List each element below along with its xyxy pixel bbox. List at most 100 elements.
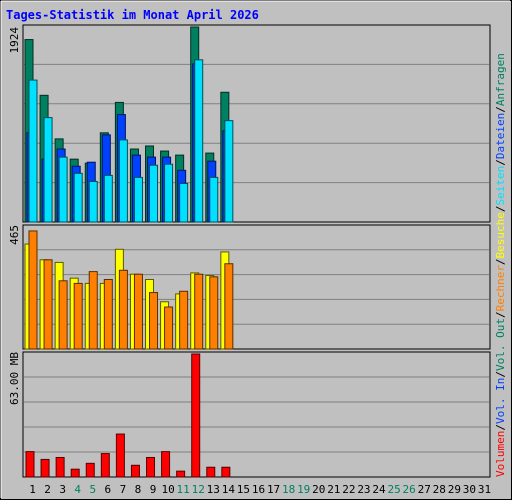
bar-rechner-day-9: [149, 292, 159, 350]
legend-separator: /: [494, 106, 507, 113]
panel-volume: [22, 351, 491, 478]
bar-volumen-day-4: [70, 468, 80, 478]
bar-dateien-day-7: [118, 139, 128, 223]
panel-visits-ymax-label: 465: [8, 225, 21, 245]
legend-separator: /: [494, 311, 507, 318]
bar-rechner-day-5: [88, 271, 98, 350]
bar-dateien-day-11: [179, 182, 189, 223]
panel-volume-plot-area: [22, 351, 491, 478]
bar-dateien-day-2: [43, 117, 53, 223]
x-tick-label-4: 4: [74, 483, 81, 496]
bar-volumen-day-12: [191, 353, 201, 478]
bar-rechner-day-13: [209, 276, 219, 350]
legend-separator: /: [494, 205, 507, 212]
bar-dateien-day-3: [58, 156, 68, 223]
x-tick-label-13: 13: [207, 483, 220, 496]
x-tick-label-23: 23: [357, 483, 370, 496]
x-tick-label-28: 28: [433, 483, 446, 496]
bar-volumen-day-14: [221, 466, 231, 478]
x-tick-label-18: 18: [282, 483, 295, 496]
legend-separator: /: [494, 371, 507, 378]
legend-text: Volumen/Vol. In/Vol. Out/Rechner/Besuche…: [494, 53, 507, 477]
legend-separator: /: [494, 424, 507, 431]
bar-dateien-day-8: [133, 176, 143, 223]
bar-dateien-day-1: [28, 79, 38, 223]
bar-volumen-day-5: [85, 462, 95, 478]
bar-dateien-day-5: [88, 180, 98, 223]
bar-volumen-day-7: [115, 433, 125, 478]
bar-volumen-day-10: [161, 451, 171, 478]
bar-rechner-day-3: [58, 280, 68, 350]
bar-volumen-day-6: [100, 453, 110, 478]
x-tick-label-3: 3: [59, 483, 66, 496]
panel-requests: [22, 24, 491, 223]
x-tick-label-8: 8: [135, 483, 142, 496]
legend-item-besuche: Besuche: [494, 212, 507, 258]
x-tick-label-29: 29: [448, 483, 461, 496]
legend-item-anfragen: Anfragen: [494, 53, 507, 106]
panel-visits: [22, 224, 491, 350]
x-tick-label-27: 27: [418, 483, 431, 496]
legend-item-dateien: Dateien: [494, 113, 507, 159]
legend-item-rechner: Rechner: [494, 265, 507, 312]
bar-rechner-day-6: [103, 278, 113, 350]
x-tick-label-2: 2: [44, 483, 51, 496]
bar-volumen-day-1: [25, 451, 35, 478]
bar-rechner-day-12: [194, 273, 204, 350]
bar-rechner-day-7: [118, 269, 128, 350]
panel-requests-ymax-label: 1924: [8, 27, 21, 54]
legend-separator: /: [494, 159, 507, 166]
x-tick-label-19: 19: [297, 483, 310, 496]
bar-volumen-day-2: [40, 458, 50, 478]
x-tick-label-9: 9: [150, 483, 157, 496]
bar-rechner-day-4: [73, 282, 83, 350]
bar-volumen-day-11: [176, 470, 186, 478]
x-axis-tick-labels: 1 2 3 4 5 6 7 8 9 10 11 12 13 14 15 16 17 18 19 20 21 22 23 24 2…: [29, 483, 491, 496]
bar-rechner-day-1: [28, 230, 38, 350]
x-tick-label-21: 21: [327, 483, 340, 496]
x-tick-label-20: 20: [312, 483, 325, 496]
bar-dateien-day-10: [164, 163, 174, 223]
bar-dateien-day-9: [149, 164, 159, 223]
legend-item-vol-in: Vol. In: [494, 378, 507, 424]
x-tick-label-12: 12: [192, 483, 205, 496]
x-tick-label-22: 22: [342, 483, 355, 496]
bar-rechner-day-2: [43, 259, 53, 350]
chart-title: Tages-Statistik im Monat April 2026: [6, 8, 259, 22]
bar-rechner-day-10: [164, 306, 174, 350]
bar-rechner-day-11: [179, 290, 189, 350]
x-tick-label-6: 6: [105, 483, 112, 496]
bar-rechner-day-14: [224, 263, 234, 350]
bar-dateien-day-12: [194, 59, 204, 223]
bar-dateien-day-13: [209, 176, 219, 223]
bar-dateien-day-4: [73, 172, 83, 223]
x-tick-label-5: 5: [89, 483, 96, 496]
x-tick-label-31: 31: [478, 483, 491, 496]
bar-volumen-day-3: [55, 456, 65, 478]
legend-item-volumen: Volumen: [494, 431, 507, 477]
bar-dateien-day-6: [103, 174, 113, 223]
right-legends: Volumen/Vol. In/Vol. Out/Rechner/Besuche…: [494, 53, 507, 477]
panel-volume-ymax-label: 63.00 MB: [8, 352, 21, 405]
x-tick-label-26: 26: [403, 483, 416, 496]
x-tick-label-1: 1: [29, 483, 36, 496]
x-tick-label-15: 15: [237, 483, 250, 496]
x-tick-label-25: 25: [387, 483, 400, 496]
x-tick-label-16: 16: [252, 483, 265, 496]
x-tick-label-11: 11: [177, 483, 190, 496]
bar-rechner-day-8: [133, 273, 143, 350]
x-tick-label-14: 14: [222, 483, 236, 496]
x-tick-label-7: 7: [120, 483, 127, 496]
legend-item-seiten: Seiten: [494, 166, 507, 206]
x-tick-label-24: 24: [372, 483, 386, 496]
bar-volumen-day-8: [130, 464, 140, 478]
x-tick-label-17: 17: [267, 483, 280, 496]
x-tick-label-10: 10: [161, 483, 174, 496]
bar-volumen-day-9: [146, 456, 156, 478]
legend-item-vol-out: Vol. Out: [494, 318, 507, 371]
bar-volumen-day-13: [206, 466, 216, 478]
legend-separator: /: [494, 258, 507, 265]
bar-dateien-day-14: [224, 120, 234, 223]
x-tick-label-30: 30: [463, 483, 476, 496]
